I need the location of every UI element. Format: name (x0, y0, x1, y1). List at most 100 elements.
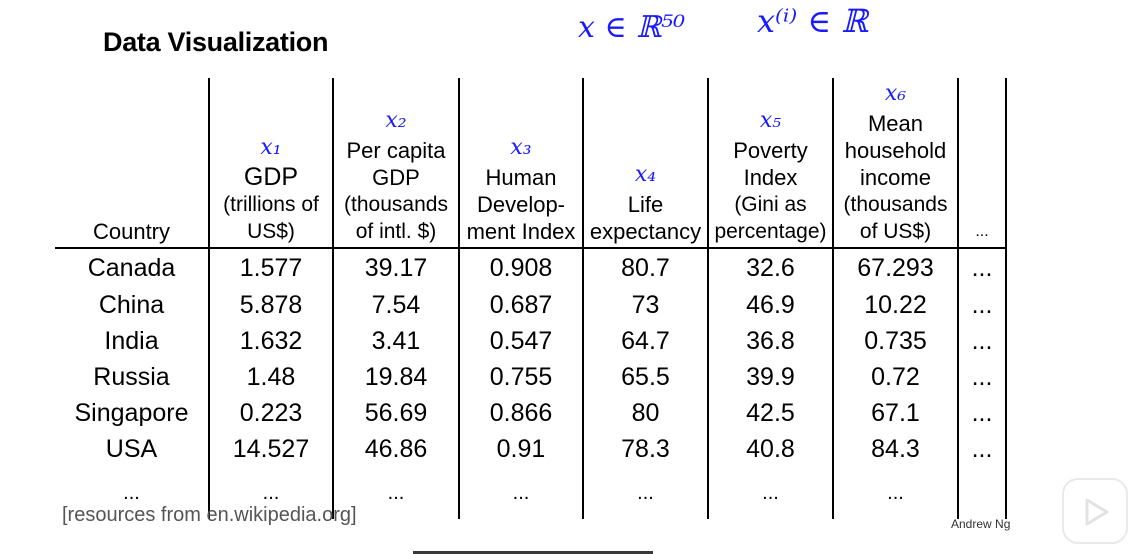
header-cell: x₅ Poverty Index (Gini as percentage) (707, 78, 833, 249)
slide-title: Data Visualization (103, 27, 329, 57)
table-row: USA 14.527 46.86 0.91 78.3 40.8 84.3... (55, 431, 1007, 467)
variable-label: x₅ (759, 108, 782, 133)
value-cell: 67.1 (832, 395, 958, 431)
value-cell: ... (957, 359, 1007, 395)
header-line: Mean (867, 111, 924, 136)
value-cell: 14.527 (208, 431, 333, 467)
header-cell: ... (957, 78, 1007, 249)
header-cell: Country (55, 78, 209, 249)
value-cell: ... (832, 467, 958, 519)
value-cell: ... (957, 287, 1007, 323)
variable-label: x₄ (634, 162, 657, 187)
country-cell: Russia (93, 362, 170, 391)
value-cell: ... (208, 467, 333, 519)
variable-label: x₁ (260, 135, 282, 160)
value-cell: 65.5 (582, 359, 708, 395)
header-cell: x₁ GDP (trillions of US$) (208, 78, 333, 249)
value-cell: 0.223 (208, 395, 333, 431)
value-cell: 80.7 (582, 248, 708, 287)
value-cell: 7.54 (332, 287, 459, 323)
header-line: US$) (247, 220, 295, 243)
header-line: Life (627, 192, 664, 217)
header-line: (Gini as (734, 193, 807, 216)
table-row: Canada 1.577 39.17 0.908 80.7 32.6 67.293... (55, 248, 1007, 287)
value-cell: ... (332, 467, 459, 519)
value-cell: 1.577 (208, 248, 333, 287)
variable-label: x₂ (385, 108, 407, 133)
country-cell: India (104, 326, 159, 355)
annotation-per-example: x⁽ⁱ⁾ ∈ ℝ (757, 2, 868, 40)
value-cell: 56.69 (332, 395, 459, 431)
value-cell: 0.72 (832, 359, 958, 395)
value-cell: 1.632 (208, 323, 333, 359)
header-cell: x₄ Life expectancy (582, 78, 708, 249)
value-cell: 10.22 (832, 287, 958, 323)
value-cell: ... (707, 467, 833, 519)
value-cell: 0.866 (458, 395, 583, 431)
header-cell: x₂ Per capita GDP (thousands of intl. $) (332, 78, 459, 249)
value-cell (957, 467, 1007, 519)
play-icon (1085, 498, 1109, 526)
header-line: ment Index (466, 219, 576, 244)
header-line: (thousands (344, 193, 448, 216)
value-cell: ... (957, 323, 1007, 359)
value-cell: 39.9 (707, 359, 833, 395)
header-line: Develop- (476, 192, 566, 217)
header-line: household (844, 138, 947, 163)
source-note: [resources from en.wikipedia.org] (62, 504, 357, 526)
subtitle-glimpse (413, 545, 653, 554)
value-cell: 42.5 (707, 395, 833, 431)
value-cell: ... (957, 395, 1007, 431)
country-cell: Canada (87, 253, 176, 282)
value-cell: 40.8 (707, 431, 833, 467)
value-cell: 3.41 (332, 323, 459, 359)
value-cell: ... (582, 467, 708, 519)
header-line: GDP (243, 163, 299, 191)
header-line: Per capita (346, 138, 446, 163)
header-cell: x₃ Human Develop-ment Index (458, 78, 583, 249)
header-line: (thousands (843, 193, 948, 216)
value-cell: 64.7 (582, 323, 708, 359)
value-cell: 39.17 (332, 248, 459, 287)
author-credit: Andrew Ng (951, 517, 1011, 531)
table-row: Singapore 0.223 56.69 0.866 80 42.5 67.1... (55, 395, 1007, 431)
header-line: percentage) (714, 220, 827, 243)
header-line: of intl. $) (355, 220, 437, 243)
table-body: Canada 1.577 39.17 0.908 80.7 32.6 67.293... Ch… (55, 248, 1007, 519)
value-cell: 0.687 (458, 287, 583, 323)
table-row: China 5.878 7.54 0.687 73 46.9 10.22... (55, 287, 1007, 323)
header-line: income (860, 165, 931, 190)
country-cell: ... (123, 481, 140, 504)
play-button[interactable] (1062, 478, 1128, 544)
value-cell: 0.755 (458, 359, 583, 395)
header-line: GDP (372, 165, 420, 190)
value-cell: 0.735 (832, 323, 958, 359)
value-cell: ... (458, 467, 583, 519)
country-cell: China (98, 290, 165, 319)
value-cell: 36.8 (707, 323, 833, 359)
table-row: ..................... (55, 467, 1007, 519)
header-line: ... (975, 223, 989, 240)
header-line: Country (92, 219, 171, 244)
value-cell: 32.6 (707, 248, 833, 287)
value-cell: 5.878 (208, 287, 333, 323)
header-cell: x₆ Mean household income (thousands of US$) (832, 78, 958, 249)
header-line: Index (743, 165, 798, 190)
value-cell: ... (957, 431, 1007, 467)
value-cell: 84.3 (832, 431, 958, 467)
country-cell: Singapore (74, 398, 189, 427)
header-line: expectancy (589, 219, 702, 244)
table-header: Country x₁ GDP (trillions of US$) x₂ Per capit… (55, 78, 1007, 249)
variable-label: x₆ (884, 81, 907, 106)
value-cell: 0.908 (458, 248, 583, 287)
header-line: Poverty (733, 138, 808, 163)
value-cell: 0.91 (458, 431, 583, 467)
country-data-table: Country x₁ GDP (trillions of US$) x₂ Per capit… (55, 78, 1007, 519)
variable-label: x₃ (510, 135, 532, 160)
header-line: of US$) (859, 220, 932, 243)
table-row: India 1.632 3.41 0.547 64.7 36.8 0.735... (55, 323, 1007, 359)
value-cell: 67.293 (832, 248, 958, 287)
value-cell: 0.547 (458, 323, 583, 359)
value-cell: 1.48 (208, 359, 333, 395)
header-line: Human (485, 165, 557, 190)
